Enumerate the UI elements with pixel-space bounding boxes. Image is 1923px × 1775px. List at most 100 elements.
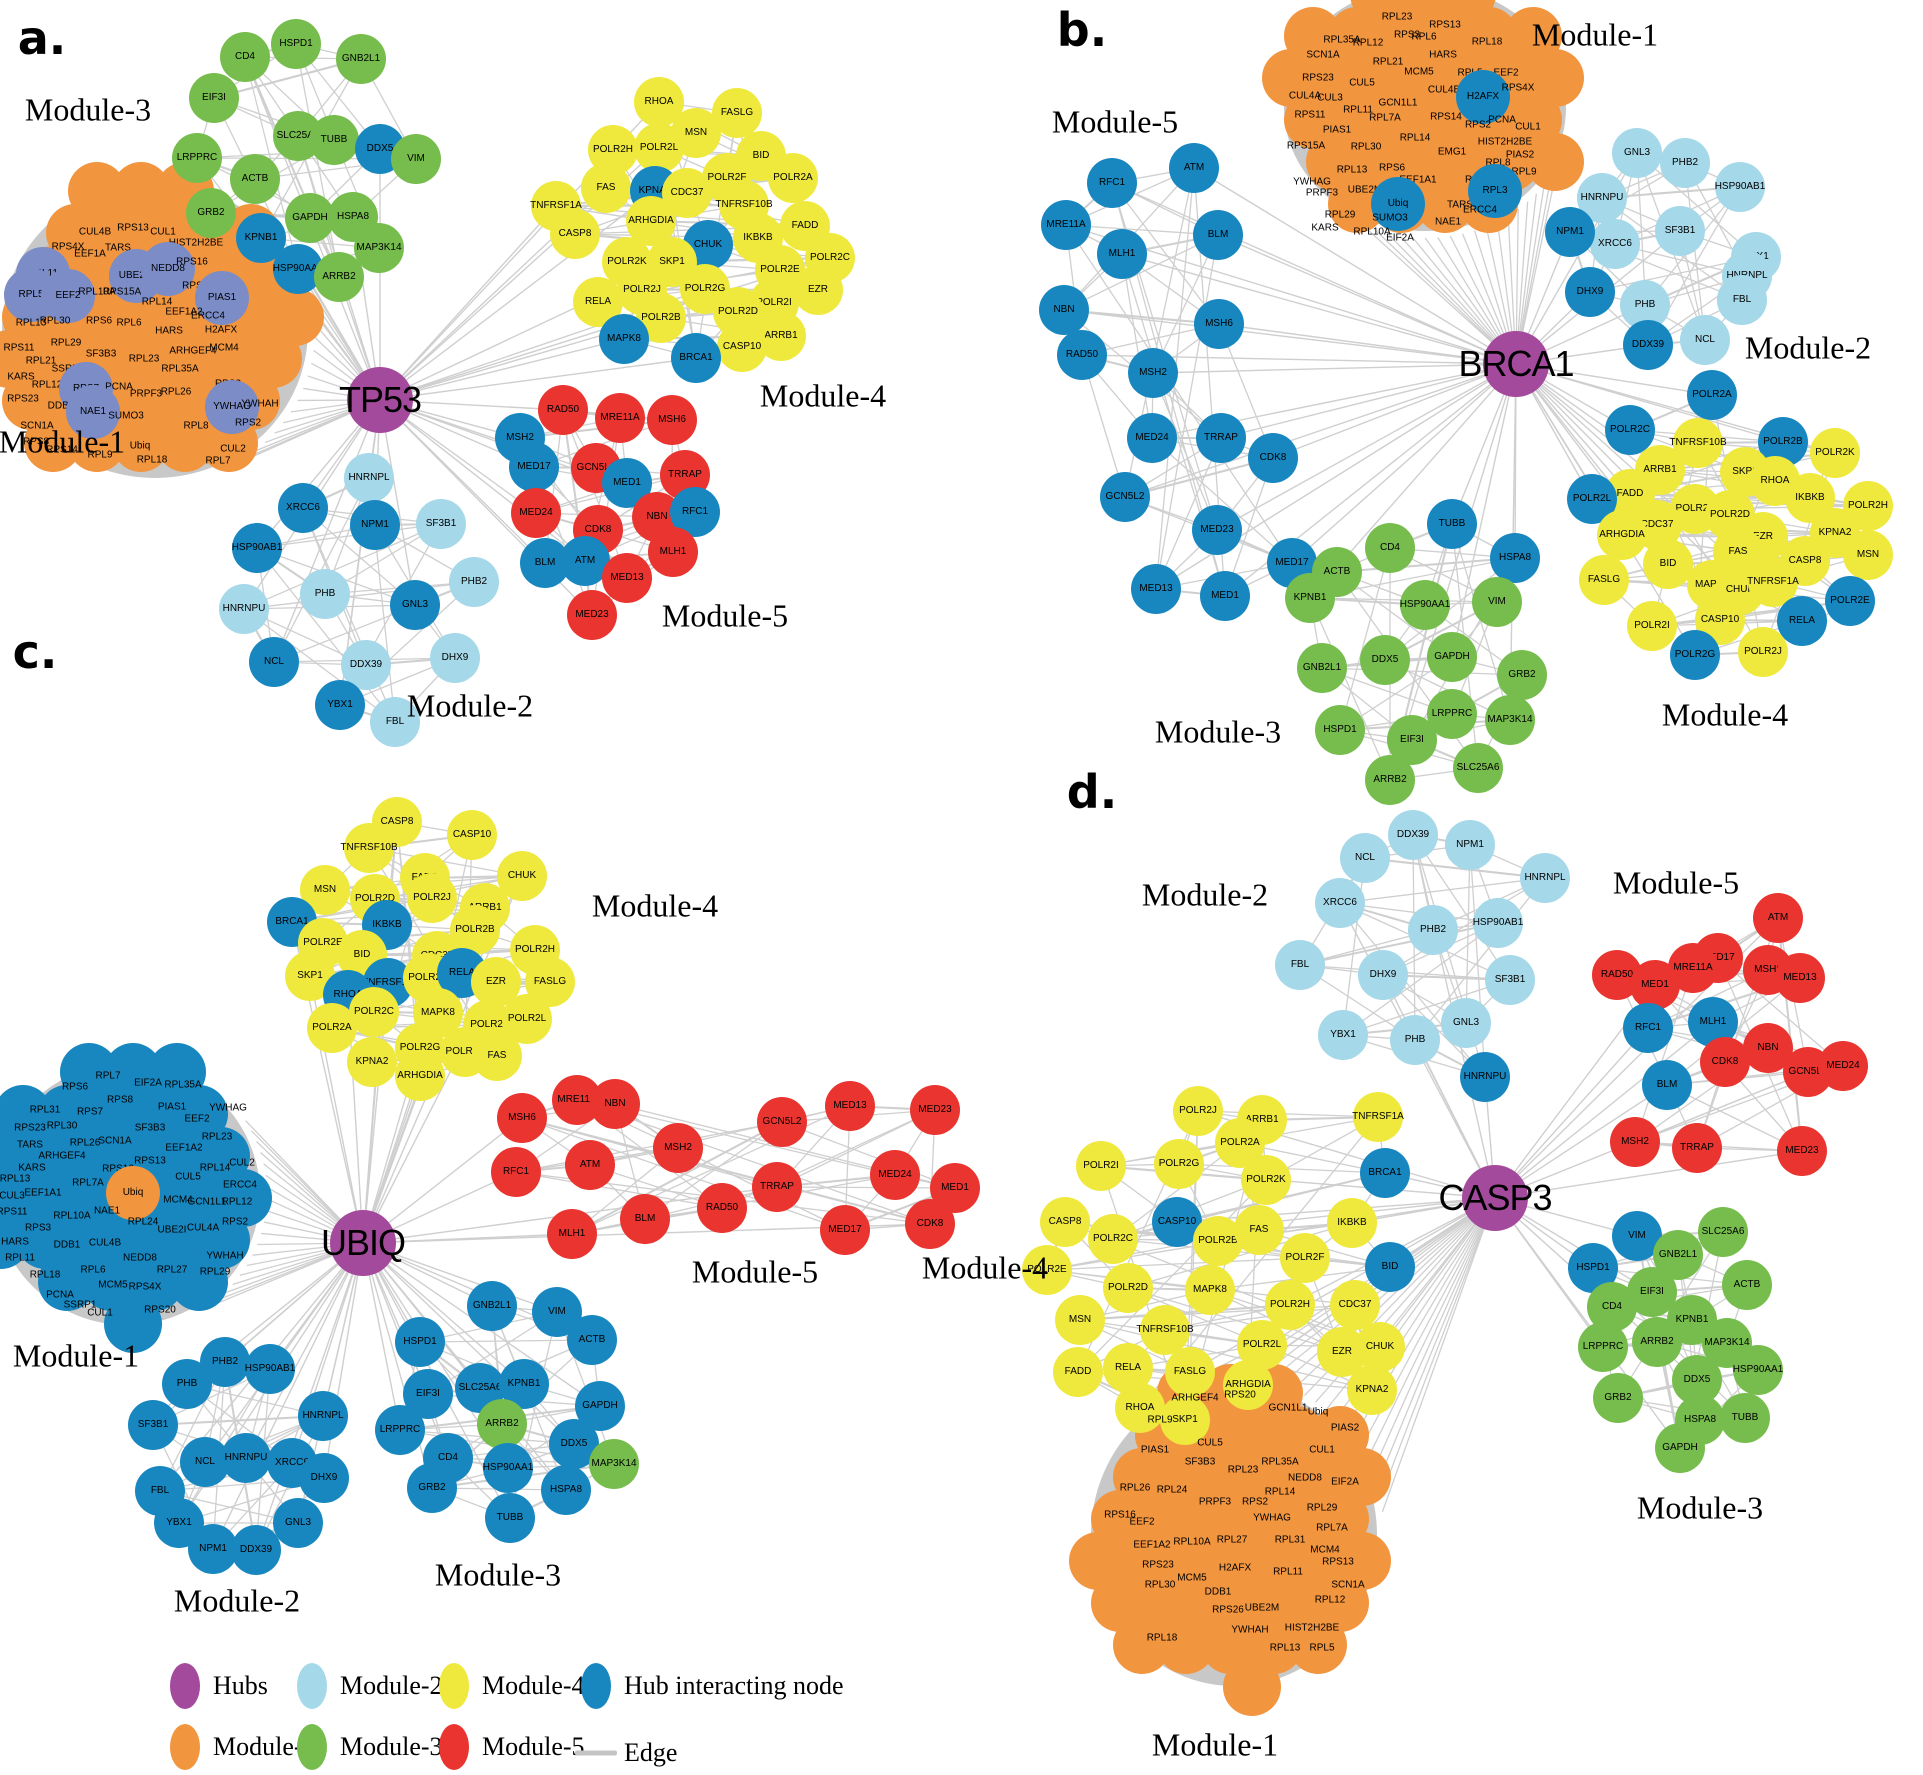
node-KPNA2[interactable]: KPNA2	[347, 1037, 397, 1087]
node-VIM[interactable]: VIM	[391, 134, 441, 184]
node-GAPDH[interactable]: GAPDH	[1427, 632, 1477, 682]
node-FBL[interactable]: FBL	[1275, 940, 1325, 990]
node-PIAS1[interactable]: PIAS1	[195, 271, 249, 325]
node-SF3B1[interactable]: SF3B1	[1485, 955, 1535, 1005]
node-CASP10[interactable]: CASP10	[717, 322, 767, 372]
node-DDX5[interactable]: DDX5	[1360, 635, 1410, 685]
node-POLR2C[interactable]: POLR2C	[1088, 1214, 1138, 1264]
node-HNRNPU[interactable]: HNRNPU	[221, 1433, 271, 1483]
node-HSP90AB1[interactable]: HSP90AB1	[232, 523, 282, 573]
node-GNL3[interactable]: GNL3	[1441, 998, 1491, 1048]
node-POLR2A[interactable]: POLR2A	[768, 153, 818, 203]
node-POLR2C[interactable]: POLR2C	[349, 987, 399, 1037]
node-POLR2I[interactable]: POLR2I	[1627, 601, 1677, 651]
node-POLR2K[interactable]: POLR2K	[1810, 428, 1860, 478]
node-XRCC6[interactable]: XRCC6	[1315, 878, 1365, 928]
node-CD4[interactable]: CD4	[1365, 523, 1415, 573]
node-MED13[interactable]: MED13	[602, 553, 652, 603]
node-CHUK[interactable]: CHUK	[1355, 1322, 1405, 1372]
node-MLH1[interactable]: MLH1	[648, 527, 698, 577]
node-HSPA8[interactable]: HSPA8	[541, 1465, 591, 1515]
node-VIM[interactable]: VIM	[1472, 577, 1522, 627]
node-RAD50[interactable]: RAD50	[697, 1183, 747, 1233]
node-GNL3[interactable]: GNL3	[1612, 128, 1662, 178]
node-TUBB[interactable]: TUBB	[1427, 499, 1477, 549]
node-CDK8[interactable]: CDK8	[905, 1199, 955, 1249]
node-MAPK8[interactable]: MAPK8	[1185, 1265, 1235, 1315]
node-CASP10[interactable]: CASP10	[447, 810, 497, 860]
node-MAP3K14[interactable]: MAP3K14	[589, 1439, 639, 1489]
node-HSP90AB1[interactable]: HSP90AB1	[1715, 162, 1765, 212]
node-POLR2G[interactable]: POLR2G	[1670, 630, 1720, 680]
node-TNFRSF10B[interactable]: TNFRSF10B	[340, 823, 398, 873]
node-HSPD1[interactable]: HSPD1	[395, 1317, 445, 1367]
node-GNB2L1[interactable]: GNB2L1	[336, 34, 386, 84]
node-HSP90AA1[interactable]: HSP90AA1	[483, 1443, 533, 1493]
node-TUBB[interactable]: TUBB	[1720, 1393, 1770, 1443]
node-RELA[interactable]: RELA	[1777, 596, 1827, 646]
node-TNFRSF1A[interactable]: TNFRSF1A	[1352, 1092, 1404, 1142]
node-POLR2E[interactable]: POLR2E	[1825, 576, 1875, 626]
node-FBL[interactable]: FBL	[370, 697, 420, 747]
node-ACTB[interactable]: ACTB	[230, 154, 280, 204]
node-PHB[interactable]: PHB	[162, 1359, 212, 1409]
node-EZR[interactable]: EZR	[793, 265, 843, 315]
node-YWHAG[interactable]: YWHAG	[205, 380, 259, 434]
node-NCL[interactable]: NCL	[1680, 315, 1730, 365]
node-ATM[interactable]: ATM	[560, 536, 610, 586]
node-MED13[interactable]: MED13	[1775, 953, 1825, 1003]
node-SLC25A6[interactable]: SLC25A6	[1453, 743, 1503, 793]
node-BRCA1[interactable]: BRCA1	[1360, 1148, 1410, 1198]
node-HSP90AA1[interactable]: HSP90AA1	[1733, 1345, 1783, 1395]
node-NCL[interactable]: NCL	[1340, 833, 1390, 883]
node-GNL3[interactable]: GNL3	[390, 580, 440, 630]
node-ARRB2[interactable]: ARRB2	[1365, 755, 1415, 805]
node-HNRNPU[interactable]: HNRNPU	[219, 584, 269, 634]
node-MSN[interactable]: MSN	[1843, 530, 1893, 580]
node-POLR2F[interactable]: POLR2F	[1280, 1233, 1330, 1283]
node-MED1[interactable]: MED1	[1200, 571, 1250, 621]
node-POLR2A[interactable]: POLR2A	[1215, 1118, 1265, 1168]
node-PHB[interactable]: PHB	[300, 569, 350, 619]
node-GRB2[interactable]: GRB2	[1497, 650, 1547, 700]
node-TRRAP[interactable]: TRRAP	[752, 1162, 802, 1212]
node-GCN5L2[interactable]: GCN5L2	[1100, 472, 1150, 522]
node-ARRB2[interactable]: ARRB2	[1632, 1317, 1682, 1367]
node-TUBB[interactable]: TUBB	[485, 1493, 535, 1543]
node-GAPDH[interactable]: GAPDH	[1655, 1423, 1705, 1473]
node-POLR2J[interactable]: POLR2J	[407, 873, 457, 923]
node-CDK8[interactable]: CDK8	[1248, 433, 1298, 483]
node-RAD50[interactable]: RAD50	[538, 385, 588, 435]
node-MSH6[interactable]: MSH6	[1194, 299, 1244, 349]
node-DHX9[interactable]: DHX9	[430, 633, 480, 683]
node-PHB2[interactable]: PHB2	[449, 557, 499, 607]
node-BRCA1[interactable]: BRCA1	[671, 333, 721, 383]
node-NPM1[interactable]: NPM1	[1445, 820, 1495, 870]
node-MED23[interactable]: MED23	[567, 590, 617, 640]
node-TUBB[interactable]: TUBB	[309, 115, 359, 165]
node-POLR2J[interactable]: POLR2J	[1173, 1086, 1223, 1136]
node-GNB2L1[interactable]: GNB2L1	[467, 1281, 517, 1331]
node-LRPPRC[interactable]: LRPPRC	[172, 133, 222, 183]
node-NEDD8[interactable]: NEDD8	[141, 242, 195, 296]
node-DDX39[interactable]: DDX39	[1623, 320, 1673, 370]
node-MED13[interactable]: MED13	[825, 1081, 875, 1131]
node-MLH1[interactable]: MLH1	[1097, 229, 1147, 279]
node-POLR2J[interactable]: POLR2J	[1738, 627, 1788, 677]
node-MLH1[interactable]: MLH1	[547, 1209, 597, 1259]
node-BLM[interactable]: BLM	[1642, 1060, 1692, 1110]
node-ACTB[interactable]: ACTB	[567, 1315, 617, 1365]
node-MED24[interactable]: MED24	[1127, 413, 1177, 463]
node-GNL3[interactable]: GNL3	[273, 1498, 323, 1548]
node-GCN5L2[interactable]: GCN5L2	[757, 1097, 807, 1147]
node-HSPA8[interactable]: HSPA8	[1490, 533, 1540, 583]
node-NPM1[interactable]: NPM1	[350, 500, 400, 550]
node-DHX9[interactable]: DHX9	[299, 1453, 349, 1503]
node-BLM[interactable]: BLM	[1193, 210, 1243, 260]
node-MED1[interactable]: MED1	[1630, 960, 1680, 1010]
node-POLR2D[interactable]: POLR2D	[1103, 1263, 1153, 1313]
node-ACTB[interactable]: ACTB	[1722, 1260, 1772, 1310]
node-CDC37[interactable]: CDC37	[1330, 1280, 1380, 1330]
node-FADD[interactable]: FADD	[1053, 1347, 1103, 1397]
node-FAS[interactable]: FAS	[581, 163, 631, 213]
